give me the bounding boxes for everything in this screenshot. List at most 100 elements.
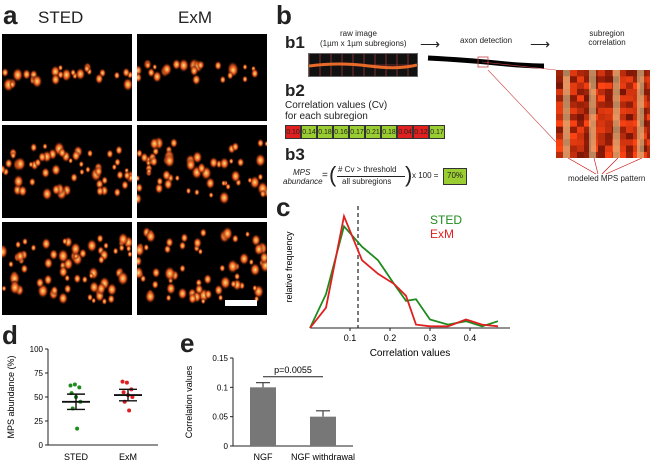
fluorescence-spot (163, 265, 176, 282)
fluorescence-spot (2, 244, 9, 260)
fluorescence-spot (41, 186, 53, 201)
fluorescence-spot (208, 191, 214, 199)
arrow-2: ⟶ (530, 36, 551, 52)
fluorescence-spot (165, 294, 172, 302)
cv-cell: 0.10 (285, 125, 301, 139)
fluorescence-spot (192, 236, 203, 249)
fluorescence-spot (228, 157, 234, 165)
category-label: STED (64, 452, 89, 462)
fluorescence-spot (86, 238, 98, 253)
fluorescence-spot (161, 169, 172, 182)
fluorescence-spot (221, 226, 234, 241)
fluorescence-spot (144, 61, 151, 70)
fluorescence-spot (247, 177, 253, 184)
fluorescence-spot (185, 187, 192, 195)
fluorescence-spot (115, 145, 123, 156)
fluorescence-spot (146, 167, 152, 175)
y-tick-label: 0.1 (217, 383, 229, 392)
data-point (127, 408, 132, 413)
micrograph-exm-3 (137, 222, 267, 315)
fluorescence-spot (256, 138, 265, 148)
modeled-stripe (613, 70, 620, 158)
fluorescence-spot (50, 285, 59, 296)
fluorescence-spot (22, 68, 31, 81)
x-tick-label: 0.1 (344, 333, 357, 343)
fluorescence-spot (199, 228, 207, 238)
data-point (77, 385, 82, 390)
fluorescence-spot (209, 156, 219, 169)
cv-cell: 0.21 (365, 125, 381, 139)
fluorescence-spot (30, 243, 37, 252)
fluorescence-spot (180, 232, 189, 244)
fluorescence-spot (214, 284, 224, 297)
raw-image-thumb (308, 53, 418, 77)
fluorescence-spot (21, 237, 29, 246)
data-point (120, 379, 125, 384)
fluorescence-spot (226, 71, 234, 80)
chart-c: 0.1 0.2 0.3 0.4 Correlation values relative f… (284, 206, 510, 359)
fluorescence-spot (96, 233, 104, 244)
b3-paren-left: ( (329, 162, 337, 187)
fluorescence-spot (249, 262, 261, 277)
series-line-exm (309, 213, 499, 329)
fluorescence-spot (89, 280, 100, 294)
fluorescence-spot (28, 177, 36, 187)
fluorescence-spot (41, 167, 51, 179)
modeled-pattern-pointers (567, 158, 643, 175)
b2-text-2: for each subregion (285, 111, 368, 122)
fluorescence-spot (236, 157, 245, 168)
fluorescence-spot (61, 237, 68, 246)
b3-abundance: abundance (283, 177, 323, 186)
series-line-sted (309, 224, 499, 329)
fluorescence-spot (230, 169, 241, 183)
fluorescence-spot (244, 230, 251, 238)
fluorescence-spot (86, 293, 94, 302)
fluorescence-spot (85, 165, 91, 174)
y-tick-label: 0.15 (212, 354, 228, 363)
fluorescence-spot (137, 192, 143, 205)
fluorescence-spot (137, 255, 143, 267)
fluorescence-spot (88, 272, 95, 280)
fluorescence-spot (137, 72, 143, 83)
y-tick-label: 100 (30, 345, 44, 354)
fluorescence-spot (116, 170, 124, 180)
bar (250, 387, 276, 446)
cv-cell: 0.17 (429, 125, 445, 139)
fluorescence-spot (7, 260, 14, 268)
fluorescence-spot (219, 75, 227, 84)
y-axis-label: relative frequency (284, 231, 294, 303)
cv-cell: 0.04 (397, 125, 413, 139)
panel-c-label: c (276, 192, 291, 222)
fluorescence-spot (70, 241, 81, 256)
fluorescence-spot (200, 297, 206, 305)
fluorescence-spot (151, 279, 159, 290)
fluorescence-spot (185, 158, 197, 172)
cv-cell: 0.18 (317, 125, 333, 139)
fluorescence-spot (219, 275, 232, 290)
modeled-pattern-label: modeled MPS pattern (568, 174, 646, 183)
fluorescence-spot (177, 287, 188, 301)
fluorescence-spot (204, 288, 213, 300)
b3-eq: = (322, 170, 328, 181)
fluorescence-spot (113, 71, 121, 80)
fluorescence-spot (179, 264, 186, 273)
fluorescence-spot (57, 70, 64, 80)
fluorescence-spot (127, 250, 132, 258)
b3-frac-bottom: all subregions (342, 177, 392, 186)
y-axis-label: MPS abundance (%) (6, 355, 16, 438)
micrograph-sted-2 (2, 125, 132, 218)
fluorescence-spot (15, 240, 22, 249)
fluorescence-spot (107, 293, 116, 305)
fluorescence-spot (254, 153, 266, 168)
fluorescence-spot (178, 240, 187, 251)
fluorescence-spot (189, 65, 199, 77)
fluorescence-spot (259, 189, 267, 199)
cv-cell: 0.16 (333, 125, 349, 139)
y-tick-label: 0 (224, 442, 229, 451)
fluorescence-spot (57, 248, 69, 264)
fluorescence-spot (144, 289, 156, 304)
fluorescence-spot (191, 73, 201, 86)
legend-sted: STED (430, 213, 462, 227)
legend-exm: ExM (430, 227, 454, 241)
cv-cell: 0.12 (413, 125, 429, 139)
